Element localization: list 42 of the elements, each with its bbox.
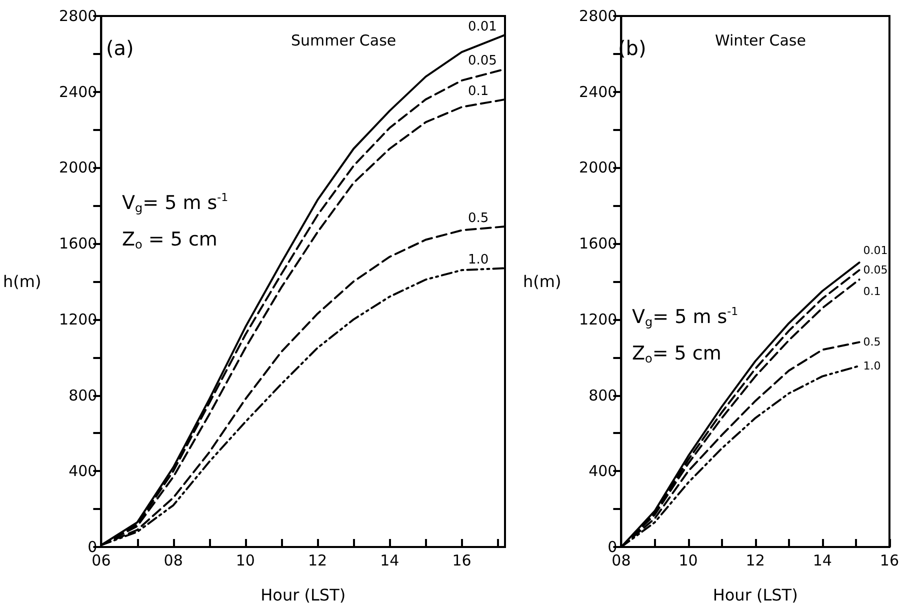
series-label: 0.05: [468, 54, 497, 69]
series-label: 0.01: [468, 19, 497, 34]
y-tick-label: 1200: [579, 310, 618, 328]
y-tick-label: 800: [68, 386, 98, 404]
y-axis-title: h(m): [522, 272, 562, 291]
x-tick-label: 14: [380, 552, 400, 570]
text: Winter Case: [715, 32, 806, 50]
y-tick-label: 2000: [579, 158, 618, 177]
series-label: 0.1: [863, 285, 881, 298]
x-tick-label: 10: [236, 552, 255, 570]
y-tick-label: 1600: [579, 234, 618, 253]
x-tick-label: 06: [92, 552, 111, 570]
series-label: 0.5: [468, 211, 489, 226]
y-tick-label: 2800: [59, 7, 98, 25]
series-label: 0.05: [863, 264, 888, 277]
y-tick-label: 1600: [59, 234, 98, 253]
series-label: 1.0: [468, 252, 489, 268]
series-label: 0.1: [468, 84, 489, 99]
y-tick-label: 2400: [59, 82, 98, 101]
y-tick-label: 800: [588, 386, 618, 404]
y-tick-label: 400: [68, 462, 98, 480]
x-tick-label: 16: [452, 552, 472, 570]
annotation: (a): [106, 36, 134, 60]
x-tick-label: 10: [678, 552, 698, 570]
series-label: 0.5: [863, 336, 881, 349]
x-tick-label: 12: [308, 552, 328, 570]
y-tick-label: 400: [588, 462, 618, 480]
y-axis-title: h(m): [2, 272, 42, 291]
x-tick-label: 08: [164, 552, 183, 570]
x-tick-label: 16: [880, 552, 900, 570]
x-tick-label: 12: [746, 552, 765, 570]
series-label: 0.01: [863, 244, 888, 258]
x-axis-title: Hour (LST): [260, 586, 346, 604]
y-tick-label: 1200: [59, 310, 98, 328]
text: Summer Case: [291, 32, 396, 50]
x-tick-label: 14: [812, 552, 832, 570]
y-tick-label: 2800: [579, 7, 618, 25]
y-tick-label: 2400: [579, 82, 618, 101]
x-tick-label: 08: [612, 552, 631, 570]
y-tick-label: 2000: [59, 158, 98, 177]
x-axis-title: Hour (LST): [712, 586, 798, 604]
series-label: 1.0: [863, 359, 881, 372]
